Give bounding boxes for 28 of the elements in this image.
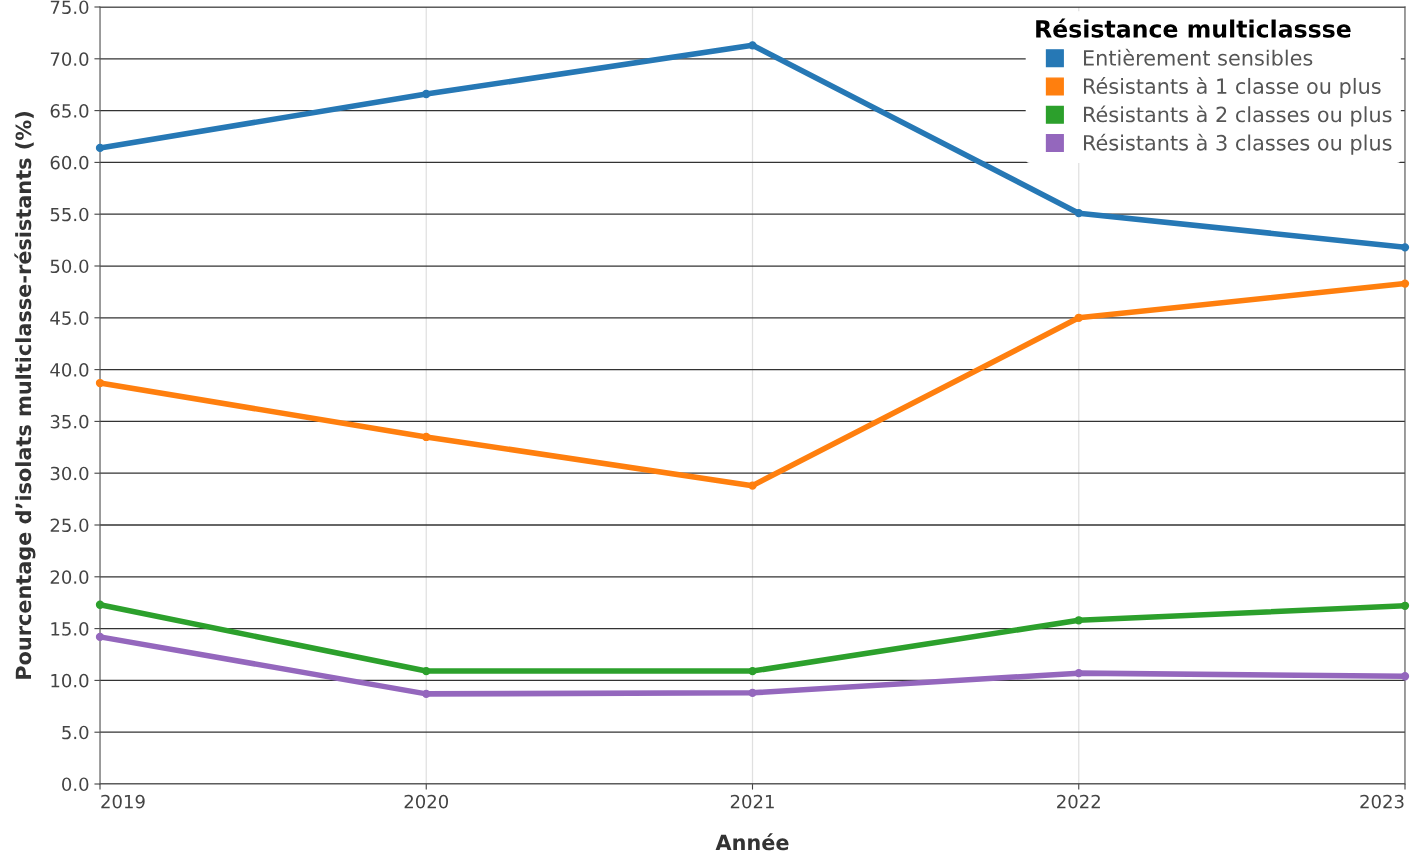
y-tick-label: 30.0 <box>50 466 89 481</box>
y-tick-label: 45.0 <box>50 311 89 325</box>
y-axis-title: Pourcentage d’isolats multiclasse-résistants (%) <box>14 112 36 679</box>
x-tick-label: 2022 <box>1057 794 1100 809</box>
x-tick-label: 2023 <box>1360 794 1404 809</box>
x-axis-title: Année <box>715 833 789 851</box>
y-tick-label: 60.0 <box>50 155 89 170</box>
legend-label: Résistants à 1 classe ou plus <box>1084 77 1381 99</box>
legend-label: Entièrement sensibles <box>1084 48 1313 66</box>
y-tick-label: 10.0 <box>51 673 89 688</box>
y-tick-label: 5.0 <box>62 725 89 740</box>
y-tick-label: 65.0 <box>50 104 89 118</box>
legend-label: Résistants à 2 classes ou plus <box>1084 105 1392 127</box>
legend-title: Résistance multiclassse <box>1036 18 1351 38</box>
y-tick-label: 70.0 <box>50 52 89 66</box>
y-tick-label: 75.0 <box>50 0 89 15</box>
y-tick-label: 40.0 <box>50 363 89 377</box>
y-tick-label: 15.0 <box>51 622 89 636</box>
y-tick-label: 55.0 <box>50 207 89 222</box>
y-tick-label: 35.0 <box>50 414 89 429</box>
legend-label: Résistants à 3 classes ou plus <box>1084 133 1392 155</box>
x-tick-label: 2021 <box>730 794 774 809</box>
y-tick-label: 50.0 <box>50 259 89 274</box>
y-tick-label: 20.0 <box>50 570 89 584</box>
x-tick-label: 2019 <box>101 794 145 809</box>
y-tick-label: 0.0 <box>62 777 89 792</box>
x-tick-label: 2020 <box>404 794 449 809</box>
y-tick-label: 25.0 <box>50 518 89 533</box>
